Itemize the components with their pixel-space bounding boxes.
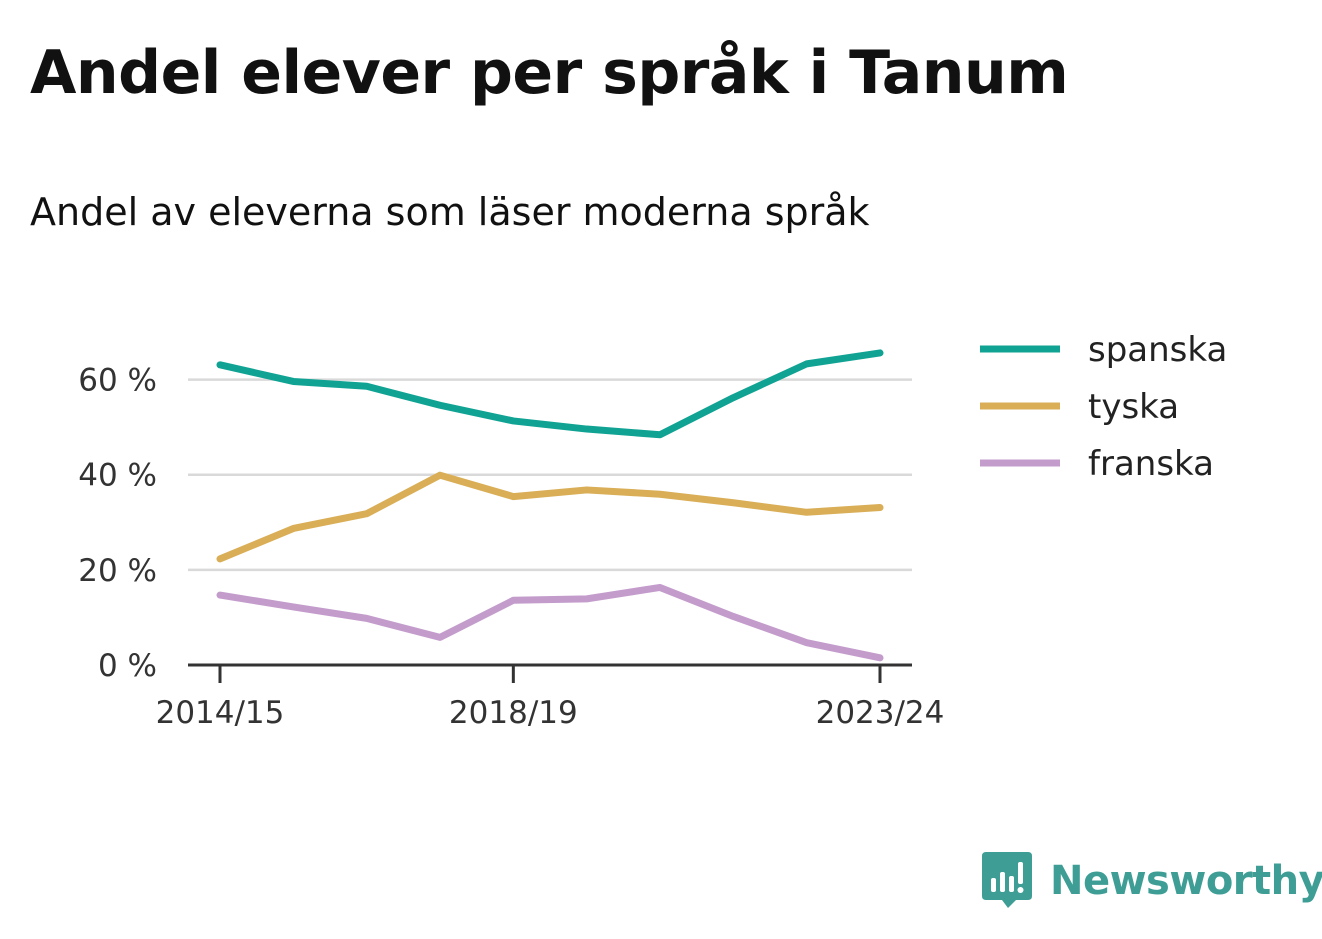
y-tick-label: 20 % — [78, 553, 157, 589]
axes: 0 % 20 % 40 % 60 % 2014/15 2018/19 2023/24 — [78, 363, 944, 731]
brand-logo: Newsworthy — [980, 850, 1322, 912]
x-tick-label: 2014/15 — [156, 695, 285, 731]
series-line-tyska — [216, 471, 884, 563]
newsworthy-logo-icon — [982, 852, 1032, 908]
chart-subtitle: Andel av eleverna som läser moderna språ… — [30, 190, 870, 234]
series-line-spanska — [216, 349, 884, 439]
legend-label-tyska: tyska — [1088, 387, 1179, 427]
grid-lines — [188, 378, 912, 572]
x-tick-label: 2018/19 — [449, 695, 578, 731]
legend-label-spanska: spanska — [1088, 330, 1227, 370]
x-tick-label: 2023/24 — [816, 695, 945, 731]
series-lines — [216, 349, 884, 662]
brand-name: Newsworthy — [1050, 858, 1322, 904]
y-tick-label: 60 % — [78, 363, 157, 399]
y-tick-label: 40 % — [78, 458, 157, 494]
legend-label-franska: franska — [1088, 444, 1214, 484]
series-line-franska — [216, 583, 884, 662]
legend: spanska tyska franska — [980, 330, 1227, 484]
chart-title: Andel elever per språk i Tanum — [30, 38, 1069, 108]
y-tick-label: 0 % — [98, 648, 157, 684]
